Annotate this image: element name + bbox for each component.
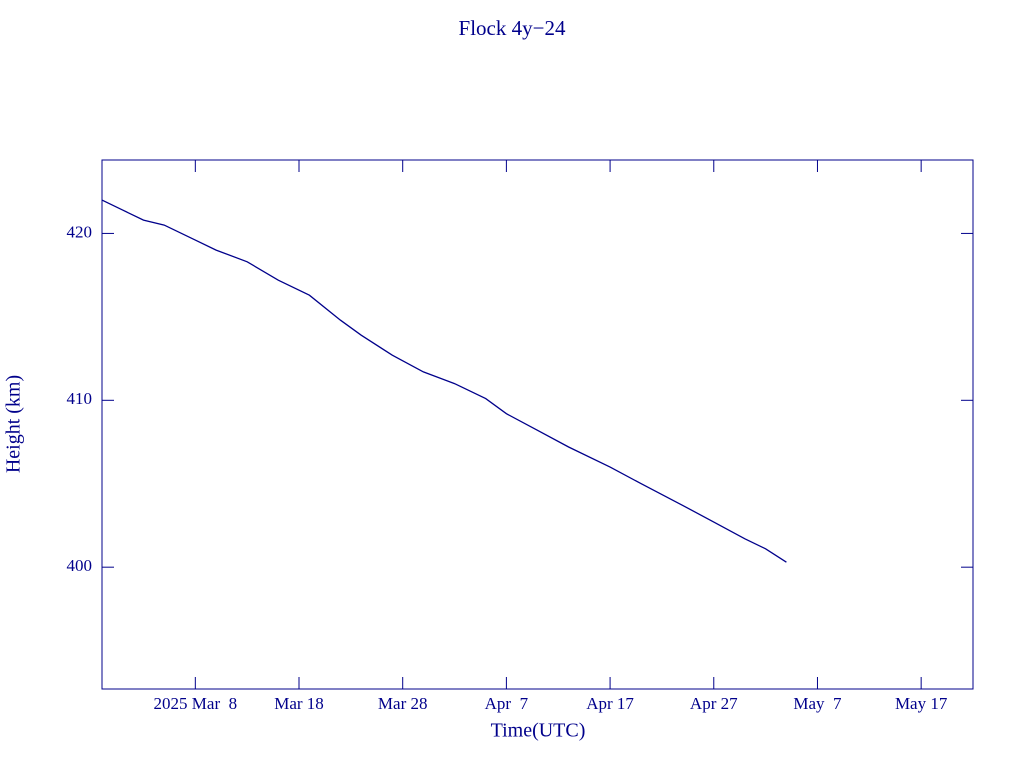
- y-tick-label: 400: [67, 556, 93, 575]
- y-tick-label: 420: [67, 222, 93, 241]
- x-tick-label: May 7: [793, 694, 842, 713]
- x-tick-label: Apr 7: [485, 694, 529, 713]
- plot-frame: [101, 159, 974, 690]
- x-tick-label: May 17: [895, 694, 948, 713]
- x-tick-label: 2025 Mar 8: [154, 694, 238, 713]
- x-tick-label: Mar 28: [378, 694, 428, 713]
- data-line: [101, 199, 787, 563]
- x-tick-label: Apr 27: [690, 694, 738, 713]
- y-axis-label: Height (km): [3, 375, 25, 473]
- y-tick-label: 410: [67, 389, 93, 408]
- chart-title: Flock 4y−24: [459, 16, 566, 40]
- x-tick-label: Apr 17: [586, 694, 634, 713]
- x-axis-label: Time(UTC): [491, 720, 586, 742]
- x-tick-label: Mar 18: [274, 694, 324, 713]
